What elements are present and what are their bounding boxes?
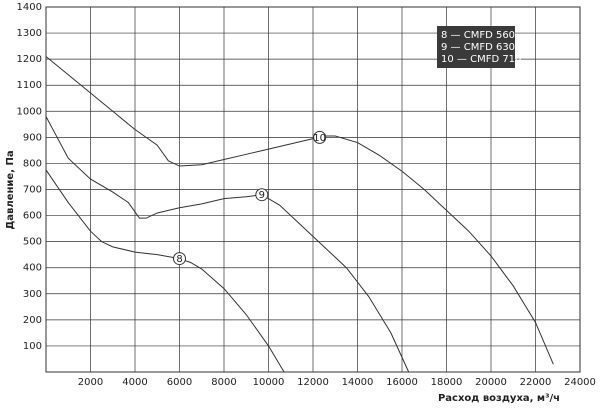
y-tick-label: 1300 — [17, 28, 42, 39]
x-tick-label: 6000 — [167, 377, 192, 388]
y-tick-label: 900 — [23, 132, 42, 143]
curve-marker — [255, 188, 269, 202]
y-tick-label: 500 — [23, 237, 42, 248]
series-line — [45, 116, 410, 373]
legend-label: 8 — CMFD 560 — [441, 30, 515, 41]
y-tick-label: 1400 — [17, 2, 42, 13]
y-tick-label: 200 — [23, 315, 42, 326]
y-tick-label: 1100 — [17, 80, 42, 91]
y-axis-label: Давление, Па — [5, 150, 16, 229]
x-tick-label: 10000 — [253, 377, 285, 388]
legend-label: 9 — CMFD 630 — [441, 42, 515, 53]
x-tick-label: 18000 — [431, 377, 463, 388]
legend-label: 10 — CMFD 710 — [441, 54, 521, 65]
legend-box — [437, 26, 515, 68]
curve-marker-label: 9 — [259, 190, 265, 201]
x-tick-label: 2000 — [78, 377, 103, 388]
x-tick-label: 4000 — [122, 377, 147, 388]
x-tick-label: 22000 — [520, 377, 552, 388]
y-tick-label: 300 — [23, 289, 42, 300]
x-tick-label: 8000 — [211, 377, 236, 388]
curve-marker — [173, 252, 186, 266]
x-tick-label: 14000 — [342, 377, 374, 388]
curve-marker-label: 10 — [313, 133, 326, 144]
x-tick-label: 20000 — [475, 377, 507, 388]
y-tick-label: 600 — [23, 211, 42, 222]
y-tick-label: 1200 — [17, 54, 42, 65]
x-tick-label: 16000 — [386, 377, 418, 388]
y-tick-label: 700 — [23, 185, 42, 196]
series-line — [45, 169, 285, 373]
y-tick-label: 800 — [23, 158, 42, 169]
x-tick-label: 12000 — [297, 377, 329, 388]
curve-marker-label: 8 — [176, 254, 182, 265]
x-axis-label: Расход воздуха, м³/ч — [438, 393, 560, 404]
y-tick-label: 400 — [23, 263, 42, 274]
y-tick-label: 100 — [23, 341, 42, 352]
series-line — [45, 56, 554, 365]
curve-marker — [313, 130, 327, 144]
x-tick-label: 24000 — [564, 377, 596, 388]
y-tick-label: 1000 — [17, 106, 42, 117]
